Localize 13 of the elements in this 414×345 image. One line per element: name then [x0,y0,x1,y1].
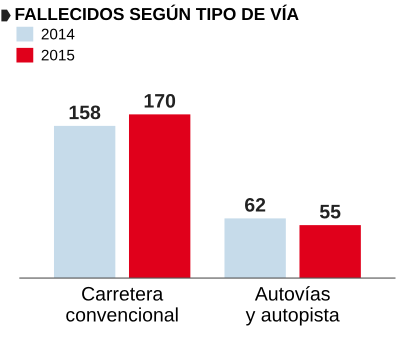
bar [224,218,286,278]
data-label: 55 [320,204,340,218]
data-label: 170 [144,94,176,108]
data-label: 62 [245,198,266,212]
x-tick-label: Autovías y autopista [246,286,340,326]
bar [299,225,361,278]
legend-label: 2014 [42,28,74,40]
data-label: 158 [70,106,100,120]
bar [128,114,190,278]
chart-title: FALLECIDOS SEGÚN TIPO DE VÍA [16,4,299,20]
bar [54,126,116,278]
legend-label: 2015 [42,50,74,61]
x-tick-label: Carretera convencional [66,286,178,322]
